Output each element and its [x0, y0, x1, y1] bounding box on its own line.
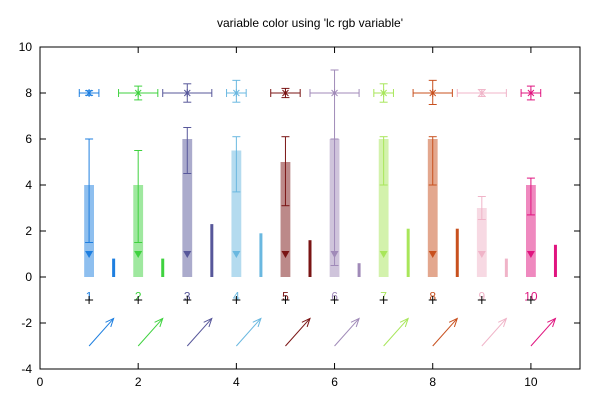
triangle-point	[428, 251, 437, 258]
vector-arrowhead	[399, 317, 410, 328]
x-tick-label: 0	[37, 375, 44, 389]
plot-frame	[39, 46, 581, 370]
vector-arrow	[186, 318, 213, 347]
vector-arrowhead	[105, 317, 115, 328]
triangle-point	[477, 251, 486, 258]
star-point	[282, 89, 289, 97]
triangle-point	[232, 251, 241, 258]
vector-arrowhead	[350, 317, 360, 328]
triangle-point	[330, 251, 339, 258]
star-point	[134, 89, 142, 97]
x-tick-label: 8	[429, 375, 436, 389]
bar	[231, 150, 242, 277]
y-tick-label: 4	[25, 178, 32, 192]
plot-area: 12345678910	[78, 69, 557, 347]
star-point	[429, 89, 437, 97]
vector-arrow	[285, 318, 311, 347]
vector-arrow	[432, 318, 458, 347]
triangle-point	[281, 251, 290, 258]
bar	[526, 185, 536, 277]
bar	[378, 139, 389, 277]
triangle-point	[379, 251, 388, 258]
vector-arrowhead	[252, 317, 262, 328]
vector-arrow	[383, 318, 409, 347]
vector-arrow	[334, 318, 360, 347]
bar	[476, 208, 487, 277]
y-tick-label: -2	[21, 316, 32, 330]
star-point	[527, 89, 535, 97]
chart-title: variable color using 'lc rgb variable'	[217, 16, 403, 30]
star-point	[85, 89, 93, 97]
y-tick-label: -4	[21, 362, 32, 376]
vector-arrow	[88, 318, 115, 347]
vector-arrowhead	[154, 317, 164, 328]
vector-arrowhead	[448, 317, 459, 328]
vector-arrowhead	[301, 317, 311, 328]
y-tick-label: 2	[25, 224, 32, 238]
y-tick-label: 8	[25, 86, 32, 100]
vector-arrow	[481, 318, 507, 347]
vector-arrow	[235, 318, 262, 347]
vector-arrowhead	[498, 317, 508, 328]
triangle-point	[85, 251, 94, 258]
star-point	[478, 89, 486, 97]
bar	[427, 139, 438, 277]
triangle-point	[134, 251, 143, 258]
bar	[280, 162, 291, 277]
y-tick-label: 6	[25, 132, 32, 146]
x-tick-label: 10	[524, 375, 538, 389]
axes: -4 -2 0 2 4 6 8 10 0 2 4 6 8 10	[19, 40, 580, 389]
star-point	[183, 89, 191, 97]
star-point	[380, 89, 387, 97]
triangle-point	[183, 251, 192, 258]
star-point	[233, 89, 240, 97]
vector-arrowhead	[547, 317, 557, 328]
x-tick-label: 6	[331, 375, 338, 389]
x-tick-label: 2	[135, 375, 142, 389]
bar	[182, 139, 193, 277]
star-point	[331, 89, 338, 97]
y-tick-label: 10	[19, 40, 33, 54]
triangle-point	[526, 251, 535, 258]
vector-arrow	[530, 318, 556, 347]
x-tick-label: 4	[233, 375, 240, 389]
y-tick-label: 0	[25, 270, 32, 284]
vector-arrowhead	[203, 317, 213, 328]
vector-arrow	[137, 318, 164, 347]
